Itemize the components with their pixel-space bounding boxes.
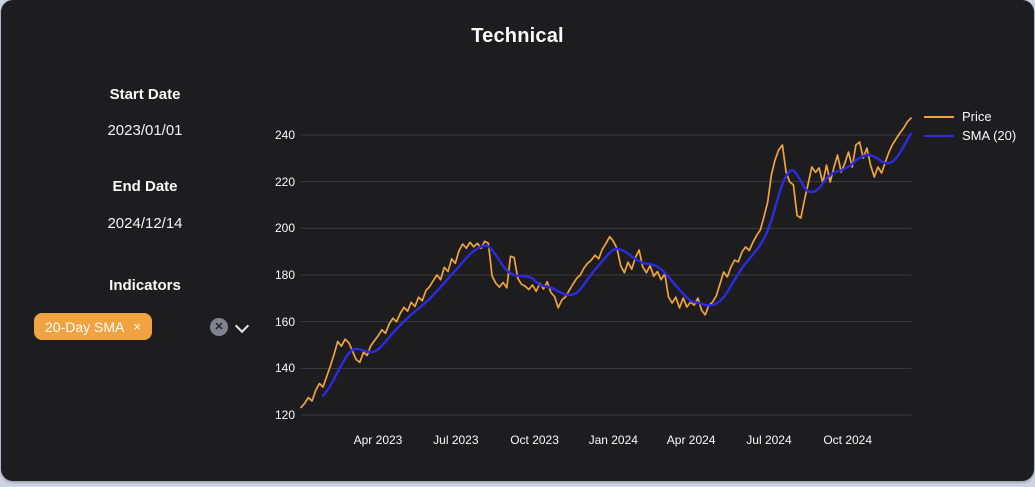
legend-label-sma: SMA (20) [962, 128, 1017, 143]
x-tick-label: Jul 2023 [433, 433, 479, 447]
indicators-multiselect[interactable]: 20-Day SMA × ✕ [34, 313, 228, 341]
y-tick-label: 140 [274, 361, 295, 376]
end-date-label: End Date [112, 178, 178, 195]
legend-row-sma: SMA (20) [924, 126, 1016, 145]
x-tick-label: Oct 2023 [510, 433, 559, 447]
x-tick-label: Jan 2024 [588, 433, 638, 447]
sma-line-swatch [924, 134, 954, 137]
remove-tag-icon[interactable]: × [133, 319, 141, 334]
chart-legend: Price SMA (20) [924, 107, 1016, 145]
legend-label-price: Price [962, 109, 992, 124]
indicator-tag-20-day-sma[interactable]: 20-Day SMA × [34, 313, 152, 340]
x-tick-label: Apr 2023 [353, 433, 403, 447]
x-tick-label: Oct 2024 [823, 433, 873, 447]
start-date-input[interactable]: 2023/01/01 [107, 122, 183, 139]
indicators-label: Indicators [109, 277, 181, 294]
y-tick-label: 160 [274, 314, 295, 329]
indicator-tag-label: 20-Day SMA [45, 318, 125, 335]
chevron-down-icon[interactable] [237, 321, 248, 332]
y-tick-label: 120 [274, 408, 295, 422]
end-date-input[interactable]: 2024/12/14 [107, 215, 183, 232]
price-line-swatch [924, 115, 954, 118]
clear-all-icon[interactable]: ✕ [210, 318, 228, 336]
start-date-label: Start Date [109, 86, 181, 103]
legend-row-price: Price [924, 107, 1016, 126]
x-tick-label: Jul 2024 [746, 433, 792, 447]
page-title: Technical [471, 25, 564, 47]
x-tick-label: Apr 2024 [666, 433, 716, 447]
